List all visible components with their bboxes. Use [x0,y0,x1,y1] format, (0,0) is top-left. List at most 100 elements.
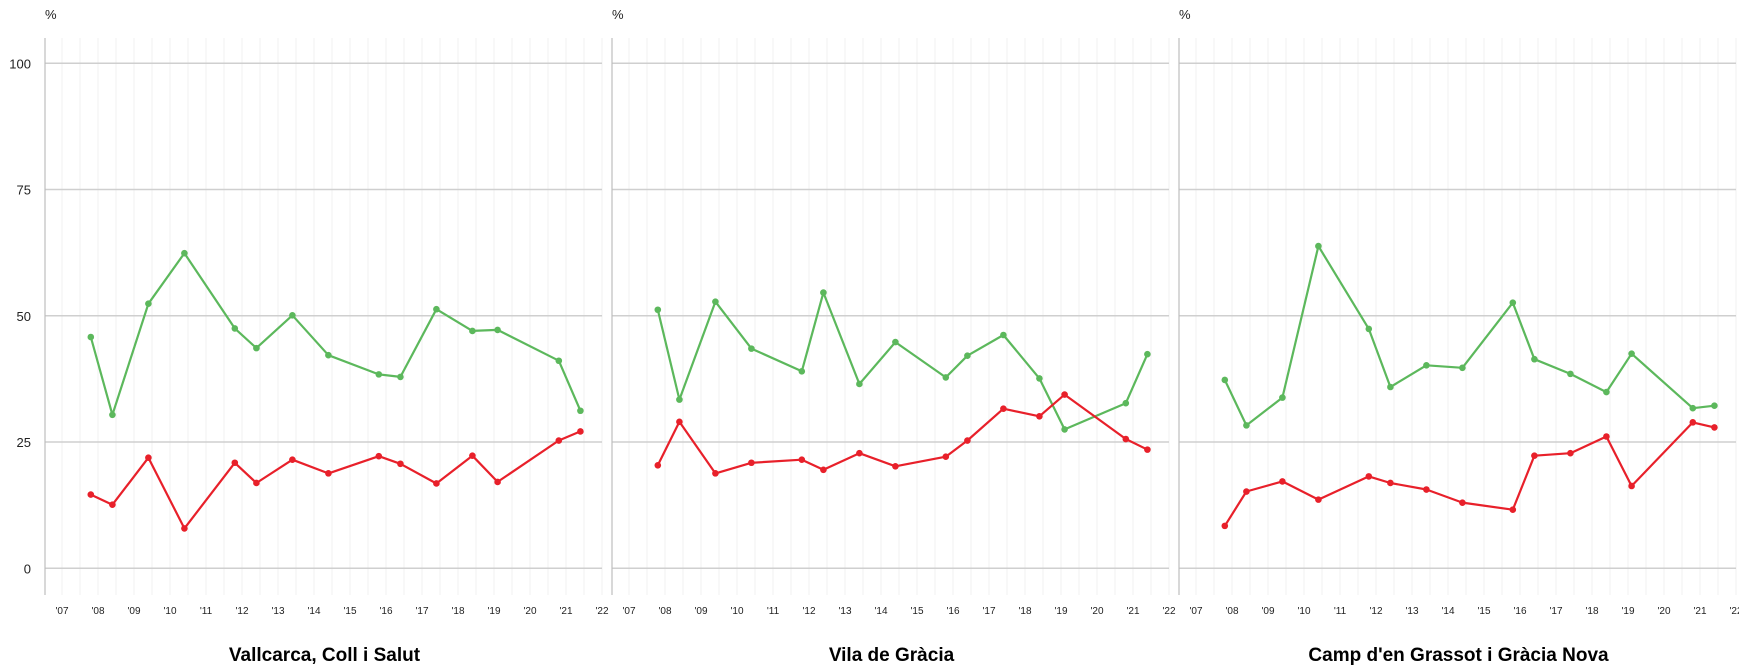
red-data-point [748,459,755,467]
x-tick-label: '12 [802,606,815,617]
x-tick-label: '17 [415,606,428,617]
red-data-point [1221,522,1229,530]
red-data-point [1711,424,1718,431]
red-data-point [1387,479,1394,487]
green-data-point [433,305,440,313]
x-tick-label: '14 [1441,606,1454,617]
x-tick-label: '15 [910,606,923,617]
red-data-point [375,452,383,460]
green-data-point [1711,402,1718,409]
x-tick-label: '11 [1334,606,1347,617]
x-tick-label: '12 [235,606,248,617]
green-series-line [89,252,582,416]
panel-title: Vila de Gràcia [829,645,955,666]
red-data-point [654,461,662,469]
green-data-point [289,311,296,319]
green-data-point [231,325,239,332]
red-data-point [1509,506,1517,514]
x-tick-label: '15 [343,606,356,617]
green-data-point [1243,422,1250,429]
green-series-line [1223,245,1715,427]
green-data-point [145,300,152,307]
red-data-point [820,466,827,474]
x-tick-label: '17 [1549,606,1562,617]
chart-panel-1: % 0 25 50 75 100 '07 '08 '09 '10 '11 '12 '13 '14 '15 '1… [9,7,609,666]
y-tick-label: 25 [17,435,31,450]
x-tick-label: '12 [1369,606,1382,617]
green-data-point [1061,426,1068,433]
y-unit-label: % [1179,7,1191,22]
red-data-point [1122,435,1130,443]
red-data-point [1459,499,1466,506]
x-tick-label: '09 [1261,606,1274,617]
red-data-point [433,480,440,487]
x-tick-label: '22 [1729,606,1739,617]
green-data-point [1315,242,1322,250]
green-data-point [469,327,476,335]
green-data-point [1423,361,1430,369]
y-tick-label: 75 [17,183,31,198]
red-data-point [856,449,863,457]
red-data-point [1531,452,1538,459]
green-data-point [1603,388,1610,396]
green-data-point [1122,399,1130,407]
red-data-point [577,428,584,435]
x-tick-label: '07 [622,606,635,617]
x-tick-label: '14 [307,606,320,617]
green-data-point [325,351,332,359]
green-data-point [1279,394,1286,401]
green-data-point [712,298,719,305]
green-series-line [656,291,1149,431]
x-tick-label: '16 [379,606,392,617]
x-tick-label: '21 [1693,606,1706,617]
x-tick-label: '10 [163,606,176,617]
red-data-point [397,460,404,468]
x-tick-label: '08 [91,606,104,617]
x-tick-label: '20 [1090,606,1103,617]
x-tick-label: '08 [658,606,671,617]
x-tick-label: '14 [874,606,887,617]
green-data-point [109,411,116,419]
x-tick-label: '13 [838,606,851,617]
x-tick-label: '18 [1585,606,1598,617]
red-data-point [87,491,95,498]
x-tick-label: '08 [1225,606,1238,617]
green-data-point [1387,383,1394,391]
green-data-point [1144,350,1151,358]
green-data-point [87,333,95,341]
red-series-line [1223,421,1715,527]
green-data-point [748,345,755,352]
y-unit-label: % [612,7,624,22]
x-tick-label: '09 [694,606,707,617]
green-data-point [1365,325,1373,333]
y-tick-label: 100 [9,56,31,71]
green-data-point [654,306,662,314]
chart-panel-2: % '07 '08 '09 '10 '11 '12 '13 '14 '15 '16 '17 '18 '19… [611,7,1176,666]
red-data-point [798,456,806,464]
y-tick-label: 0 [24,561,31,576]
green-data-point [1459,364,1466,372]
red-data-point [231,459,239,467]
red-series-line [90,430,581,530]
red-data-point [1365,473,1373,480]
green-data-point [798,368,806,375]
red-data-point [892,462,899,470]
x-tick-label: '10 [1297,606,1310,617]
chart-panel-3: % '07 '08 '09 '10 '11 '12 '13 '14 '15 '16 '17 '18 '19… [1178,7,1739,666]
panel-title: Vallcarca, Coll i Salut [229,645,421,666]
red-data-point [964,437,971,444]
red-series-line [656,393,1148,475]
red-data-point [1567,449,1574,457]
x-tick-label: '21 [1126,606,1139,617]
x-tick-label: '19 [1621,606,1634,617]
x-tick-label: '13 [271,606,284,617]
green-data-point [253,344,260,352]
green-data-point [1036,375,1043,382]
y-tick-label: 50 [17,309,31,324]
red-data-point [145,454,152,462]
green-data-point [1567,370,1574,378]
x-tick-label: '22 [1162,606,1175,617]
red-data-point [1279,478,1286,485]
